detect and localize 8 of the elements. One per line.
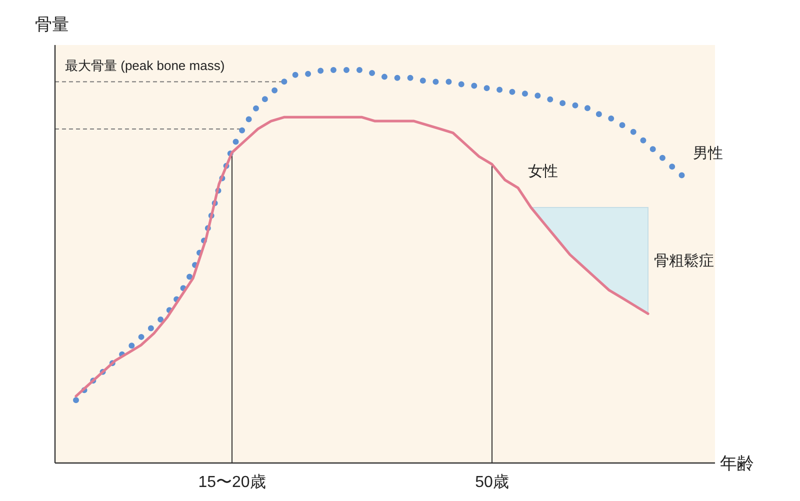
ylabel: 骨量 xyxy=(35,15,69,34)
annotation: 骨粗鬆症 xyxy=(654,252,714,270)
x-tick: 50歳 xyxy=(475,474,509,491)
series-name: 男性 xyxy=(693,145,723,162)
series-name: 女性 xyxy=(528,162,558,180)
ref-label: 最大骨量 (peak bone mass) xyxy=(65,58,225,73)
xlabel: 年齢 xyxy=(720,454,754,473)
x-tick: 15〜20歳 xyxy=(198,474,266,491)
